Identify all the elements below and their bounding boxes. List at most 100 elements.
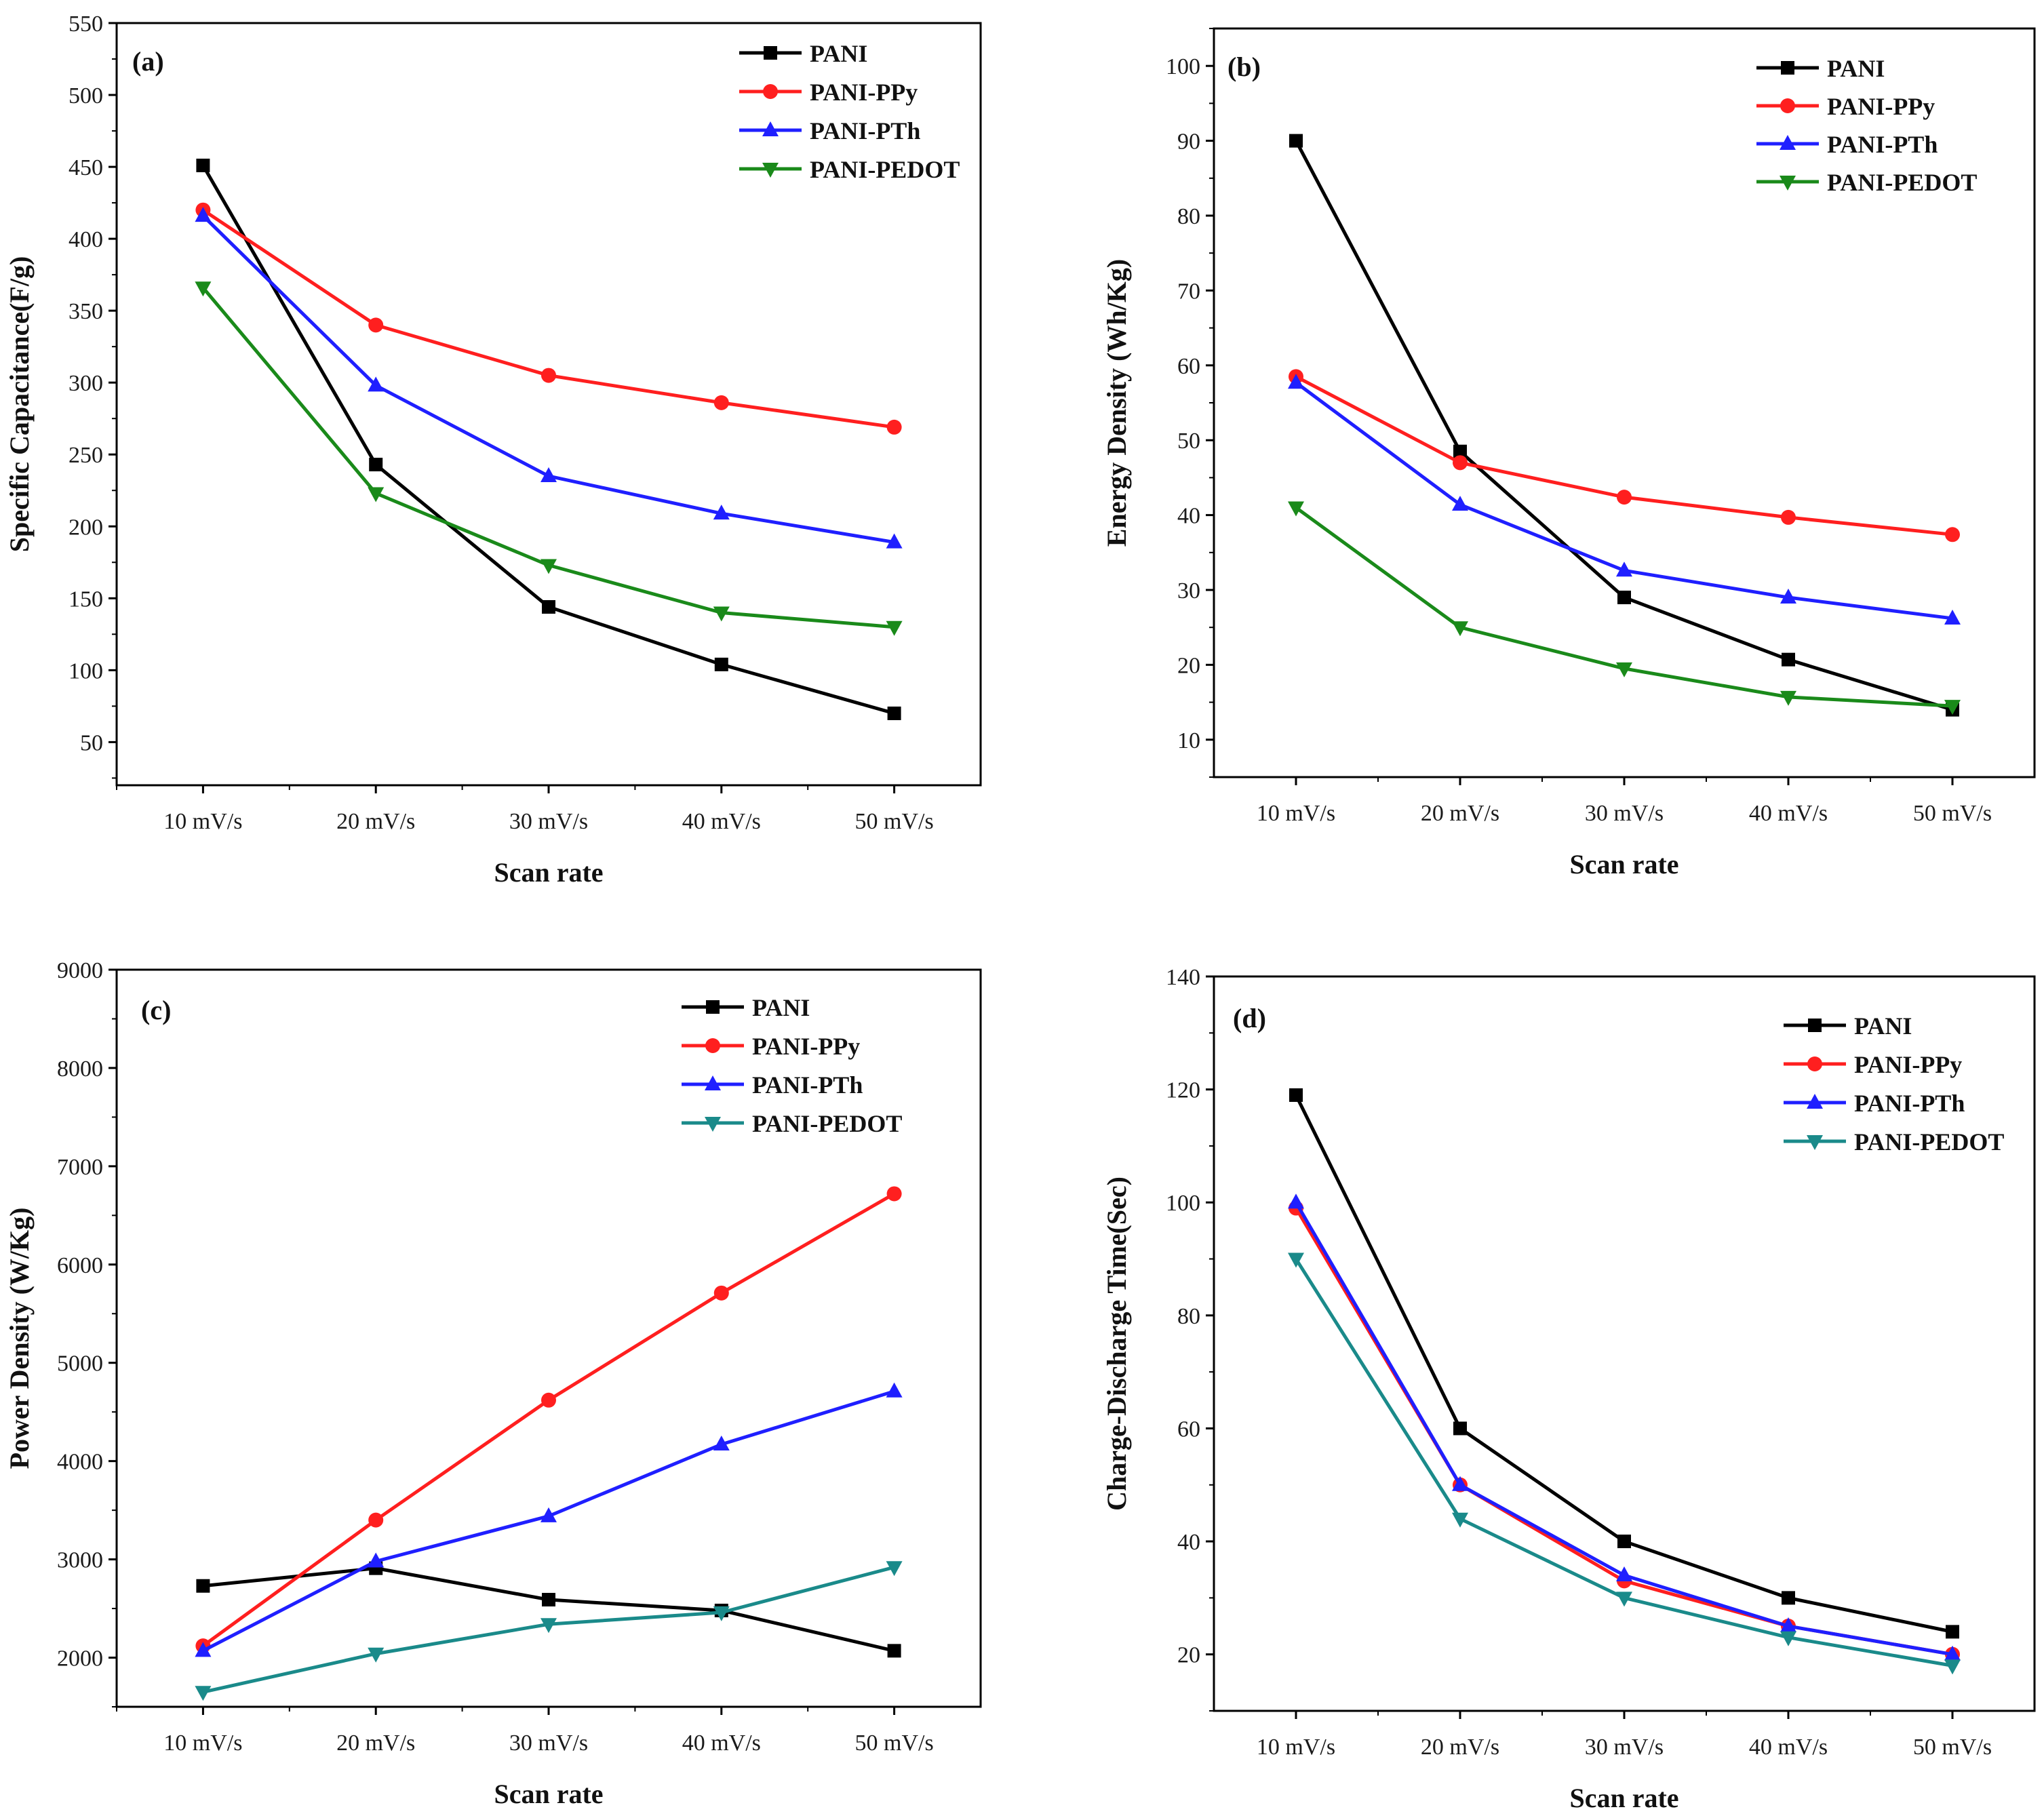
legend-marker bbox=[762, 163, 779, 178]
y-tick-label: 10 bbox=[1177, 728, 1200, 753]
data-point bbox=[196, 1579, 210, 1593]
legend-item: PANI-PPy bbox=[739, 79, 918, 106]
y-tick-label: 100 bbox=[1166, 54, 1200, 79]
series-pani-pth bbox=[1288, 374, 1961, 625]
legend: PANI PANI-PPy PANI-PTh PANI-PEDOT bbox=[1756, 55, 1977, 196]
data-point bbox=[1452, 621, 1468, 637]
legend-marker bbox=[706, 1000, 720, 1014]
series-pani-pth bbox=[195, 207, 903, 549]
data-point bbox=[887, 1644, 901, 1658]
data-point bbox=[713, 395, 729, 410]
data-point bbox=[1288, 374, 1304, 389]
x-tick-label: 50 mV/s bbox=[1913, 801, 1992, 826]
legend-item: PANI bbox=[1756, 55, 1885, 82]
legend-item: PANI-PTh bbox=[682, 1071, 863, 1099]
data-point bbox=[886, 419, 902, 435]
data-point bbox=[1616, 1566, 1632, 1582]
x-tick-label: 10 mV/s bbox=[1257, 801, 1335, 826]
y-axis-title: Energy Density (Wh/Kg) bbox=[1101, 259, 1132, 547]
x-tick-label: 50 mV/s bbox=[855, 1731, 934, 1756]
legend-label: PANI-PPy bbox=[1827, 93, 1935, 120]
x-tick-label: 40 mV/s bbox=[1749, 801, 1828, 826]
data-point bbox=[1944, 700, 1961, 715]
legend-marker bbox=[764, 46, 777, 60]
y-tick-label: 150 bbox=[68, 587, 103, 612]
data-point bbox=[1617, 591, 1631, 605]
legend-marker bbox=[1780, 98, 1795, 113]
legend-marker bbox=[1807, 1094, 1823, 1109]
y-tick-label: 5000 bbox=[57, 1351, 103, 1377]
y-tick-label: 6000 bbox=[57, 1253, 103, 1278]
series-pani-pth bbox=[195, 1382, 903, 1657]
y-tick-label: 50 bbox=[1177, 429, 1200, 454]
panel-label: (c) bbox=[141, 995, 171, 1025]
legend-item: PANI bbox=[682, 994, 810, 1021]
legend-item: PANI-PPy bbox=[1784, 1051, 1962, 1078]
legend-label: PANI-PTh bbox=[1854, 1090, 1965, 1117]
legend-label: PANI bbox=[810, 40, 867, 67]
data-point bbox=[368, 317, 384, 333]
x-tick-label: 10 mV/s bbox=[163, 1731, 242, 1756]
data-point bbox=[886, 1561, 903, 1577]
legend-label: PANI-PTh bbox=[1827, 131, 1938, 158]
x-tick-label: 20 mV/s bbox=[336, 1731, 415, 1756]
x-tick-label: 30 mV/s bbox=[509, 1731, 588, 1756]
data-point bbox=[1453, 1421, 1467, 1436]
data-point bbox=[1452, 1476, 1468, 1491]
data-point bbox=[1780, 1617, 1796, 1633]
data-point bbox=[195, 1642, 212, 1657]
x-axis-title: Scan rate bbox=[1569, 849, 1678, 880]
series-pani-pedot bbox=[1288, 501, 1961, 715]
y-tick-label: 7000 bbox=[57, 1155, 103, 1180]
y-tick-label: 8000 bbox=[57, 1056, 103, 1082]
legend: PANI PANI-PPy PANI-PTh PANI-PEDOT bbox=[1784, 1012, 2004, 1155]
x-tick-label: 40 mV/s bbox=[682, 1731, 761, 1756]
data-point bbox=[713, 606, 730, 622]
y-axis-title: Specific Capacitance(F/g) bbox=[4, 256, 35, 553]
data-point bbox=[368, 487, 385, 502]
y-tick-label: 350 bbox=[68, 299, 103, 324]
x-axis-title: Scan rate bbox=[494, 1779, 603, 1809]
data-point bbox=[1452, 496, 1468, 511]
data-point bbox=[368, 1512, 384, 1528]
data-point bbox=[1782, 1591, 1795, 1605]
y-tick-label: 80 bbox=[1177, 1304, 1200, 1329]
legend-marker bbox=[1808, 1019, 1822, 1032]
data-point bbox=[1288, 1193, 1304, 1209]
data-point bbox=[887, 706, 901, 720]
x-tick-label: 10 mV/s bbox=[1257, 1735, 1335, 1760]
panel-label: (d) bbox=[1233, 1003, 1266, 1033]
panel-0: 50 100 150 200 250 300 350 400 450 500 550 10 mV/s 2… bbox=[4, 12, 982, 888]
legend-item: PANI-PEDOT bbox=[739, 156, 960, 183]
panel-3: 20 40 60 80 100 120 140 10 mV/s 20 mV/s 30 mV/s 40… bbox=[1101, 965, 2036, 1813]
y-tick-label: 200 bbox=[68, 515, 103, 540]
legend-marker bbox=[1781, 61, 1794, 75]
x-tick-label: 50 mV/s bbox=[855, 809, 934, 834]
data-point bbox=[541, 559, 557, 574]
legend-marker bbox=[1780, 135, 1796, 150]
data-point bbox=[196, 158, 210, 172]
x-tick-label: 40 mV/s bbox=[682, 809, 761, 834]
data-point bbox=[541, 1392, 556, 1408]
x-axis-title: Scan rate bbox=[494, 857, 603, 888]
panel-2: 2000 3000 4000 5000 6000 7000 8000 9000 10 mV/s 2… bbox=[4, 958, 982, 1809]
panel-label: (a) bbox=[132, 46, 164, 77]
x-tick-label: 50 mV/s bbox=[1913, 1735, 1992, 1760]
panel-label: (b) bbox=[1227, 52, 1261, 82]
legend-label: PANI-PTh bbox=[810, 117, 920, 144]
x-tick-label: 30 mV/s bbox=[1585, 801, 1664, 826]
y-tick-label: 450 bbox=[68, 155, 103, 180]
data-point bbox=[541, 1507, 557, 1522]
data-point bbox=[713, 1606, 730, 1621]
legend-item: PANI-PEDOT bbox=[1756, 169, 1977, 196]
legend: PANI PANI-PPy PANI-PTh PANI-PEDOT bbox=[739, 40, 960, 183]
y-tick-label: 9000 bbox=[57, 958, 103, 983]
x-tick-label: 10 mV/s bbox=[163, 809, 242, 834]
legend-label: PANI-PEDOT bbox=[752, 1110, 902, 1137]
data-point bbox=[1616, 1592, 1632, 1607]
legend-label: PANI bbox=[752, 994, 810, 1021]
y-tick-label: 20 bbox=[1177, 653, 1200, 678]
data-point bbox=[886, 533, 903, 549]
legend-marker bbox=[762, 121, 779, 136]
y-tick-label: 90 bbox=[1177, 130, 1200, 155]
